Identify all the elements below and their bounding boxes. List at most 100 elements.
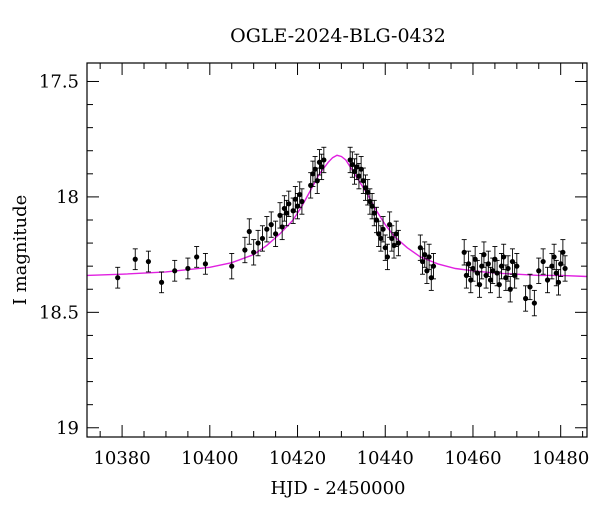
data-point xyxy=(470,255,476,282)
data-point-marker xyxy=(229,263,235,269)
data-point-marker xyxy=(514,263,520,269)
data-points-layer xyxy=(115,146,568,317)
data-point xyxy=(551,243,557,271)
data-point-marker xyxy=(319,164,325,170)
data-point xyxy=(380,216,386,243)
data-point-marker xyxy=(461,249,467,255)
data-point xyxy=(389,225,395,252)
data-point xyxy=(185,257,191,280)
data-point-marker xyxy=(367,198,373,205)
data-point-marker xyxy=(286,201,292,207)
data-point-marker xyxy=(527,284,533,290)
data-point-marker xyxy=(115,275,121,281)
data-point xyxy=(132,248,138,271)
data-point xyxy=(314,167,320,194)
data-point-marker xyxy=(292,196,298,202)
data-point xyxy=(145,250,152,273)
axis-ticks xyxy=(87,63,587,437)
data-point-marker xyxy=(321,157,327,163)
data-point-marker xyxy=(540,258,546,265)
data-point-marker xyxy=(496,282,502,288)
data-point-marker xyxy=(272,231,279,237)
data-point xyxy=(461,239,467,266)
data-point xyxy=(501,243,507,271)
data-point-marker xyxy=(555,279,562,285)
data-point-marker xyxy=(487,277,494,283)
data-point-marker xyxy=(485,261,491,267)
data-point xyxy=(172,259,178,282)
data-point xyxy=(292,186,298,213)
data-point-marker xyxy=(264,226,270,232)
data-point xyxy=(319,153,325,181)
data-point-marker xyxy=(503,275,509,281)
x-tick-label: 10380 xyxy=(93,448,150,469)
data-point-marker xyxy=(522,295,529,302)
data-point xyxy=(560,239,566,266)
data-point-marker xyxy=(422,252,428,258)
data-point xyxy=(297,181,303,208)
data-point-marker xyxy=(505,265,511,272)
data-point xyxy=(419,248,426,275)
data-point-marker xyxy=(562,265,568,272)
data-point xyxy=(422,241,428,268)
data-point-marker xyxy=(283,210,290,216)
x-tick-label: 10420 xyxy=(269,448,326,469)
data-point xyxy=(246,218,252,245)
data-point-marker xyxy=(132,256,138,262)
data-point-marker xyxy=(310,171,316,177)
y-tick-label: 18 xyxy=(56,187,79,208)
data-point-marker xyxy=(365,189,371,195)
data-point-marker xyxy=(251,249,257,255)
data-point-marker xyxy=(194,254,200,260)
data-point-marker xyxy=(371,210,377,216)
data-point-marker xyxy=(430,263,437,269)
data-point xyxy=(369,192,375,220)
data-point xyxy=(229,253,235,280)
data-point xyxy=(360,167,366,194)
data-point-marker xyxy=(544,277,551,283)
plot-frame xyxy=(86,62,588,438)
data-point-marker xyxy=(531,300,537,306)
data-point-marker xyxy=(393,231,399,237)
data-point xyxy=(158,271,165,294)
y-axis-label: I magnitude xyxy=(10,195,31,306)
data-point xyxy=(544,266,551,294)
data-point xyxy=(259,225,266,252)
data-point-marker xyxy=(384,254,391,260)
data-point-marker xyxy=(281,205,287,212)
y-tick-label: 18.5 xyxy=(39,302,79,323)
data-point xyxy=(371,199,377,227)
data-point-marker xyxy=(314,178,320,184)
data-point xyxy=(430,253,437,280)
data-point xyxy=(299,188,305,215)
data-point xyxy=(251,239,257,266)
data-point-marker xyxy=(185,265,191,272)
data-point xyxy=(194,246,200,268)
data-point-marker xyxy=(349,161,355,168)
data-point-marker xyxy=(376,231,382,237)
data-point-marker xyxy=(172,268,178,274)
data-point-marker xyxy=(268,222,274,228)
data-point-marker xyxy=(362,185,369,191)
data-point-marker xyxy=(316,159,323,165)
data-point xyxy=(356,162,362,190)
data-point-marker xyxy=(369,203,375,209)
data-point xyxy=(384,243,391,271)
data-point-marker xyxy=(382,245,388,251)
data-point xyxy=(496,271,502,298)
data-point-marker xyxy=(553,270,559,276)
data-point-marker xyxy=(560,249,566,255)
data-point-marker xyxy=(498,263,505,269)
data-point xyxy=(272,220,279,247)
x-axis-label: HJD - 2450000 xyxy=(270,478,405,499)
data-point xyxy=(465,250,472,277)
data-point-marker xyxy=(351,168,358,175)
data-point-marker xyxy=(246,228,252,235)
x-tick-label: 10400 xyxy=(181,448,238,469)
y-tick-label: 19 xyxy=(56,418,79,439)
data-point-marker xyxy=(255,240,261,246)
data-point xyxy=(395,229,402,257)
data-point xyxy=(507,276,513,303)
data-point xyxy=(242,236,248,264)
